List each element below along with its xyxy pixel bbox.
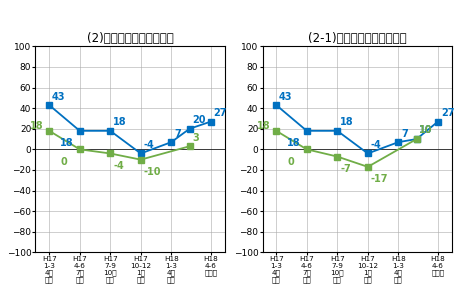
- Text: 43: 43: [52, 92, 65, 102]
- Text: -4: -4: [370, 140, 381, 150]
- Text: -4: -4: [113, 161, 124, 171]
- Text: 20: 20: [193, 115, 206, 125]
- Text: 7: 7: [174, 128, 181, 139]
- Text: 0: 0: [287, 157, 294, 167]
- Text: 3: 3: [193, 133, 199, 143]
- Text: 18: 18: [340, 117, 354, 127]
- Text: 7: 7: [401, 128, 408, 139]
- Text: 18: 18: [30, 122, 44, 131]
- Text: -10: -10: [143, 167, 161, 177]
- Text: -17: -17: [370, 174, 388, 184]
- Text: 18: 18: [287, 138, 301, 148]
- Title: (2)戸建分譲住宅受注棟数: (2)戸建分譲住宅受注棟数: [87, 32, 174, 45]
- Text: 18: 18: [60, 138, 74, 148]
- Text: 18: 18: [257, 122, 271, 131]
- Text: 10: 10: [420, 126, 433, 135]
- Text: 43: 43: [279, 92, 292, 102]
- Text: -4: -4: [143, 140, 154, 150]
- Text: 27: 27: [214, 108, 227, 118]
- Text: 18: 18: [113, 117, 127, 127]
- Text: 10: 10: [420, 126, 433, 135]
- Title: (2-1)戸建分譲住宅受注金額: (2-1)戸建分譲住宅受注金額: [308, 32, 406, 45]
- Text: 0: 0: [60, 157, 67, 167]
- Text: 27: 27: [441, 108, 454, 118]
- Text: -7: -7: [340, 164, 351, 174]
